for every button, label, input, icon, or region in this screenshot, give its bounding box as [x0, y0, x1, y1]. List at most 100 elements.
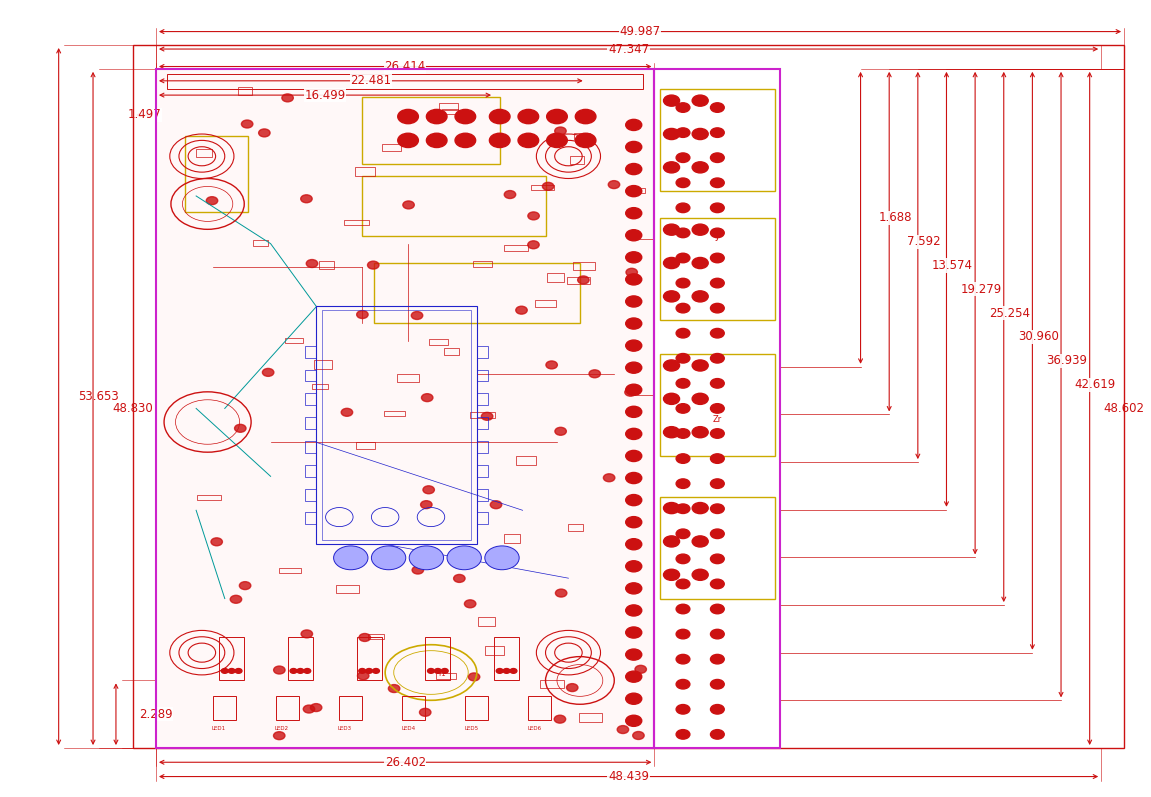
Circle shape — [447, 546, 481, 570]
Bar — [504, 534, 520, 543]
Circle shape — [626, 605, 642, 616]
Circle shape — [489, 133, 510, 147]
Circle shape — [626, 362, 642, 373]
Bar — [305, 489, 317, 501]
Bar — [219, 637, 244, 681]
Circle shape — [359, 634, 371, 642]
Bar — [531, 185, 554, 190]
Circle shape — [230, 595, 242, 603]
Bar — [660, 497, 775, 599]
Circle shape — [626, 428, 642, 439]
Circle shape — [304, 669, 311, 673]
Circle shape — [663, 162, 679, 173]
Circle shape — [235, 424, 246, 432]
Circle shape — [626, 649, 642, 660]
Bar — [504, 245, 528, 251]
Bar — [471, 412, 495, 418]
Circle shape — [228, 669, 235, 673]
Bar — [528, 697, 551, 720]
Circle shape — [692, 569, 708, 580]
Bar — [288, 637, 313, 681]
Circle shape — [427, 669, 434, 673]
Text: J: J — [716, 230, 719, 241]
Bar — [305, 417, 317, 429]
Text: 25.254: 25.254 — [989, 307, 1030, 320]
Circle shape — [259, 129, 270, 137]
Text: 53.653: 53.653 — [78, 390, 120, 403]
Bar — [465, 697, 488, 720]
Bar — [276, 697, 299, 720]
Bar — [238, 88, 252, 95]
Bar — [157, 69, 655, 748]
Circle shape — [626, 186, 642, 197]
Circle shape — [383, 561, 395, 569]
Circle shape — [676, 354, 689, 363]
Text: LED1: LED1 — [212, 726, 226, 731]
Circle shape — [676, 379, 689, 388]
Bar — [397, 374, 419, 382]
Bar — [322, 310, 471, 540]
Text: 2.289: 2.289 — [139, 708, 173, 720]
Circle shape — [235, 669, 242, 673]
Circle shape — [555, 427, 566, 435]
Circle shape — [455, 109, 475, 124]
Circle shape — [367, 261, 379, 269]
Bar — [660, 218, 775, 320]
Circle shape — [566, 684, 578, 692]
Bar — [494, 637, 519, 681]
Circle shape — [710, 228, 724, 238]
Circle shape — [455, 133, 475, 147]
Bar — [477, 489, 488, 501]
Bar — [477, 512, 488, 524]
Circle shape — [692, 536, 708, 547]
Bar — [425, 637, 450, 681]
Bar — [305, 465, 317, 477]
Circle shape — [274, 666, 285, 674]
Text: 16.499: 16.499 — [304, 88, 345, 101]
Bar — [535, 300, 556, 307]
Bar — [626, 188, 646, 193]
Circle shape — [303, 705, 314, 713]
Circle shape — [556, 589, 567, 597]
Circle shape — [300, 194, 312, 202]
Circle shape — [676, 103, 689, 112]
Text: LED3: LED3 — [338, 726, 352, 731]
Bar — [196, 149, 212, 157]
Circle shape — [663, 503, 679, 513]
Circle shape — [420, 501, 432, 508]
Circle shape — [302, 630, 313, 638]
Bar — [478, 617, 495, 626]
Circle shape — [626, 141, 642, 152]
Bar — [305, 370, 317, 382]
Circle shape — [282, 94, 294, 102]
Bar — [382, 144, 402, 151]
Bar — [317, 306, 477, 544]
Bar — [516, 456, 535, 465]
Circle shape — [710, 504, 724, 513]
Circle shape — [518, 133, 539, 147]
Circle shape — [373, 669, 380, 673]
Circle shape — [676, 278, 689, 288]
Bar — [444, 347, 459, 355]
Text: 13.574: 13.574 — [931, 259, 973, 272]
Circle shape — [411, 312, 422, 320]
Circle shape — [710, 153, 724, 163]
Circle shape — [211, 538, 222, 546]
Circle shape — [434, 669, 441, 673]
Bar — [403, 697, 425, 720]
Circle shape — [676, 479, 689, 489]
Circle shape — [555, 127, 566, 135]
Bar — [363, 96, 500, 164]
Bar — [314, 360, 331, 369]
Circle shape — [366, 669, 373, 673]
Circle shape — [485, 546, 519, 570]
Circle shape — [297, 669, 304, 673]
Circle shape — [635, 665, 647, 673]
Circle shape — [710, 379, 724, 388]
Circle shape — [626, 715, 642, 726]
Circle shape — [626, 516, 642, 528]
Circle shape — [453, 575, 465, 583]
Circle shape — [426, 133, 447, 147]
Circle shape — [496, 669, 503, 673]
Bar — [320, 261, 334, 269]
